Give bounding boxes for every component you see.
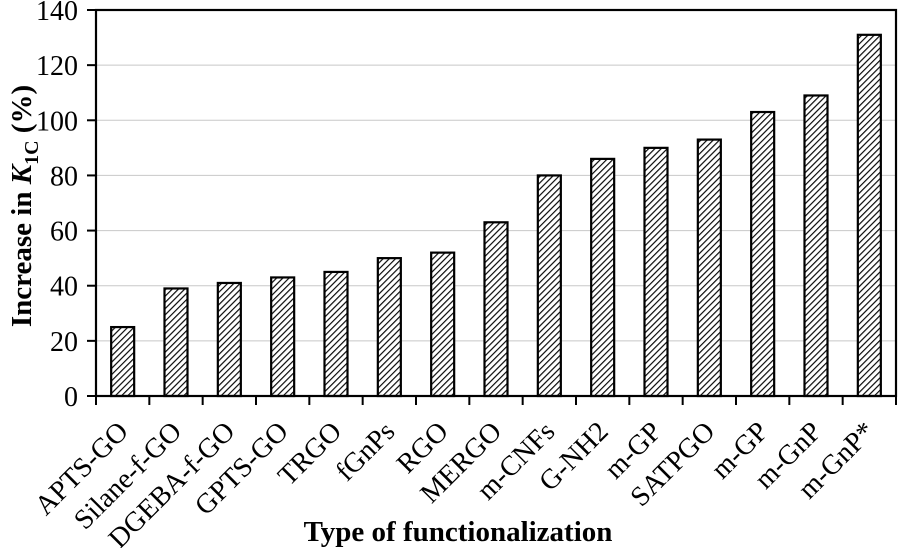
y-tick-label: 80	[50, 161, 78, 192]
bar-m-GP	[643, 146, 669, 398]
bar-MERGO	[483, 221, 509, 398]
bar-G-NH2	[590, 157, 616, 398]
bar-m-GnP	[803, 94, 829, 398]
bar-APTS-GO	[110, 325, 136, 398]
bar-GPTS-GO	[270, 276, 296, 398]
y-axis-title-symbol: K	[6, 163, 38, 185]
bar-TRGO	[323, 270, 349, 398]
x-tick-label: fGnPs	[330, 416, 401, 487]
x-axis-ticks	[95, 396, 897, 405]
y-tick-label: 40	[50, 272, 78, 303]
y-tick-label: 100	[36, 106, 78, 137]
plot-border	[94, 8, 898, 398]
y-tick-label: 120	[36, 51, 78, 82]
x-axis-title: Type of functionalization	[304, 516, 613, 548]
y-tick-label: 20	[50, 327, 78, 358]
y-axis-title-subscript: 1C	[21, 140, 43, 164]
bar-fGnPs	[376, 257, 402, 398]
bars	[110, 33, 882, 398]
y-axis-title-prefix: Increase in	[6, 184, 38, 327]
bar-RGO	[430, 251, 456, 398]
bar-m-GnP*	[856, 33, 882, 398]
bar-Silane-f-GO	[163, 287, 189, 398]
y-tick-label: 60	[50, 217, 78, 248]
y-axis-ticks	[87, 9, 96, 397]
y-axis-title: Increase in K1C (%)	[6, 85, 43, 327]
plot-box	[94, 8, 898, 398]
bar-m-GP	[750, 110, 776, 398]
y-axis-tick-labels: 0 20 40 60 80 100 120 140	[36, 0, 78, 413]
bar-SATPGO	[696, 138, 722, 398]
y-tick-label: 0	[64, 382, 78, 413]
bar-m-CNFs	[536, 174, 562, 398]
y-tick-label: 140	[36, 0, 78, 27]
y-axis-title-suffix: (%)	[6, 85, 38, 141]
bar-DGEBA-f-GO	[216, 281, 242, 398]
